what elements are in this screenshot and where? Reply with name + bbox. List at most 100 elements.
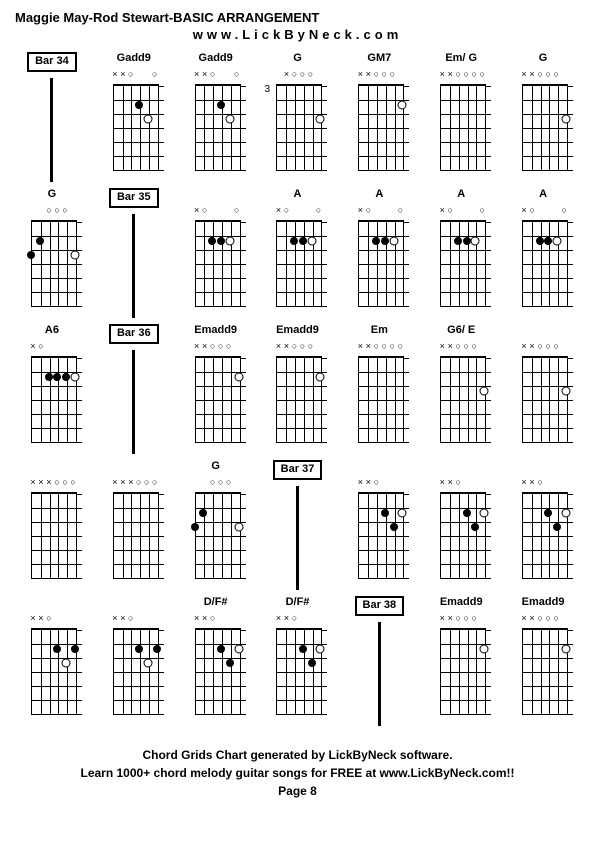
fretboard [440, 356, 486, 443]
finger-dot [398, 509, 407, 518]
chord-cell: ××○ [15, 596, 89, 726]
fretboard [195, 492, 241, 579]
string-markers: ××○○○○ [438, 70, 486, 82]
chord-cell: Emadd9××○○○ [261, 324, 335, 454]
finger-dot [553, 237, 562, 246]
finger-dot [225, 115, 234, 124]
chord-label: D/F# [204, 596, 228, 612]
fretboard [522, 220, 568, 307]
bar-line [378, 622, 381, 726]
chord-diagram: ○○○ [187, 478, 245, 578]
finger-dot [562, 115, 571, 124]
finger-dot [36, 237, 44, 245]
finger-dot [234, 645, 243, 654]
footer: Chord Grids Chart generated by LickByNec… [15, 746, 580, 800]
chord-cell: Gadd9××○○ [97, 52, 171, 182]
finger-dot [308, 659, 316, 667]
chord-diagram: ××○ [432, 478, 490, 578]
chord-cell: A×○○ [506, 188, 580, 318]
finger-dot [381, 509, 389, 517]
bar-cell: Bar 38 [342, 596, 416, 726]
fretboard [195, 356, 241, 443]
fretboard [276, 628, 322, 715]
chord-diagram: ××○○○ [187, 342, 245, 442]
footer-line-2: Learn 1000+ chord melody guitar songs fo… [15, 764, 580, 782]
chord-label: Emadd9 [440, 596, 483, 612]
fretboard [440, 628, 486, 715]
finger-dot [199, 509, 207, 517]
chord-cell: A6×○ [15, 324, 89, 454]
chord-diagram: ×○○ [268, 206, 326, 306]
finger-dot [208, 237, 216, 245]
string-markers: ××○○○ [520, 70, 568, 82]
chord-diagram: ××○○○ [514, 342, 572, 442]
fretboard [276, 220, 322, 307]
finger-dot [234, 373, 243, 382]
fretboard [358, 220, 404, 307]
song-title: Maggie May-Rod Stewart-BASIC ARRANGEMENT [15, 10, 580, 25]
fretboard [31, 628, 77, 715]
chord-diagram: ××○ [187, 614, 245, 714]
bar-label: Bar 38 [355, 596, 405, 616]
bar-label: Bar 37 [273, 460, 323, 480]
string-markers: ××○ [111, 614, 159, 626]
chord-cell: ××○ [97, 596, 171, 726]
finger-dot [307, 237, 316, 246]
fretboard [358, 84, 404, 171]
finger-dot [480, 509, 489, 518]
chord-diagram: ××○○○ [514, 614, 572, 714]
string-markers: ×○○○ [274, 70, 322, 82]
string-markers: ××○ [274, 614, 322, 626]
fretboard [113, 492, 159, 579]
fretboard [195, 220, 241, 307]
chord-cell: A×○○ [424, 188, 498, 318]
string-markers: ×○ [29, 342, 77, 354]
chord-grid: Bar 34Gadd9××○○Gadd9××○○G×○○○3GM7××○○○Em… [15, 52, 580, 726]
finger-dot [71, 645, 79, 653]
chord-label: Emadd9 [522, 596, 565, 612]
finger-dot [316, 115, 325, 124]
finger-dot [544, 509, 552, 517]
string-markers: ×○○ [520, 206, 568, 218]
string-markers: ×○○ [274, 206, 322, 218]
chord-diagram: ××○○ [105, 70, 163, 170]
chord-diagram: ××○○○ [432, 342, 490, 442]
chord-label: Em/ G [445, 52, 477, 68]
chord-diagram: ××○○○○ [350, 342, 408, 442]
string-markers: ××○○ [193, 70, 241, 82]
chord-diagram: ○○○ [23, 206, 81, 306]
chord-diagram: ××○ [268, 614, 326, 714]
fretboard [31, 220, 77, 307]
fretboard [440, 492, 486, 579]
fretboard [522, 628, 568, 715]
chord-label: G [293, 52, 302, 68]
fretboard [358, 356, 404, 443]
finger-dot [372, 237, 380, 245]
chord-diagram: ×○○ [350, 206, 408, 306]
finger-dot [70, 373, 79, 382]
string-markers: ××○○ [111, 70, 159, 82]
chord-cell: ××○○○ [506, 324, 580, 454]
chord-label: Gadd9 [199, 52, 233, 68]
fretboard [113, 628, 159, 715]
fretboard [522, 84, 568, 171]
finger-dot [153, 645, 161, 653]
chord-cell: Gadd9 ××○○ [179, 52, 253, 182]
chord-diagram: ×○○ [432, 206, 490, 306]
chord-diagram: ×○ [23, 342, 81, 442]
finger-dot [217, 645, 225, 653]
chord-diagram: ×××○○○ [105, 478, 163, 578]
chord-cell: D/F#××○ [261, 596, 335, 726]
chord-cell: Emadd9××○○○ [424, 596, 498, 726]
chord-label: G [539, 52, 548, 68]
string-markers: ××○○○○ [356, 342, 404, 354]
bar-cell: Bar 36 [97, 324, 171, 454]
chord-diagram: ×○○ [514, 206, 572, 306]
bar-cell: Bar 34 [15, 52, 89, 182]
chord-cell: G○○○ [179, 460, 253, 590]
chord-cell: A×○○ [342, 188, 416, 318]
finger-dot [316, 645, 325, 654]
string-markers: ××○○○ [356, 70, 404, 82]
fretboard [276, 84, 322, 171]
string-markers: ○○○ [193, 478, 241, 490]
